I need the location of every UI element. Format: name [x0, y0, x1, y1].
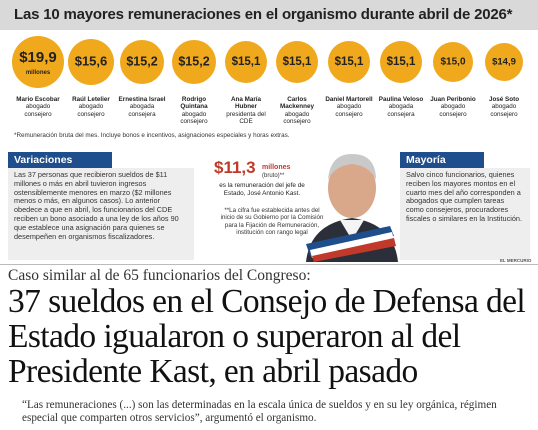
salary-circle: [485, 43, 523, 81]
president-qualifier: (bruto)**: [262, 173, 285, 179]
person-name: Raúl Letelier: [72, 96, 110, 103]
box-title: Variaciones: [8, 152, 112, 168]
president-note: **La cifra fue establecida antes del ini…: [220, 207, 324, 237]
president-amount: $11,3: [214, 158, 256, 177]
person: Mario Escobar abogado consejero: [12, 96, 64, 118]
salary-amount: $15,6: [75, 53, 108, 68]
person-role: abogado consejero: [335, 103, 363, 118]
president-description: es la remuneración del jefe de Estado, J…: [219, 182, 305, 197]
box-title: Mayoría: [400, 152, 484, 168]
person-role: abogado consejero: [490, 103, 518, 118]
salary-circle: [276, 41, 318, 83]
quote: “Las remuneraciones (...) son las determ…: [22, 399, 497, 424]
salary-amount: $14,9: [492, 57, 516, 68]
person-role: abogada consejera: [128, 103, 156, 118]
salary-circles: $19,9 millones $15,6 $15,2 $15,2 $15,1 $15,1 $1…: [12, 36, 523, 88]
person-role: abogado consejero: [439, 103, 467, 118]
person: Carlos Mackenney abogado consejero: [271, 96, 323, 126]
salary-circle: [328, 41, 370, 83]
person-name: Ana María Hubner: [230, 96, 262, 111]
footnote: *Remuneración bruta del mes. Incluye bon…: [14, 132, 290, 139]
title-bar: [0, 0, 538, 30]
title: Las 10 mayores remuneraciones en el orga…: [14, 6, 513, 23]
headline: 37 sueldos en el Consejo de Defensa del …: [8, 283, 526, 390]
salary-circle: [172, 40, 216, 84]
person: Ernestina Israel abogada consejera: [116, 96, 168, 118]
person-role: abogado consejero: [24, 103, 52, 118]
box-text: Las 37 personas que recibieron sueldos d…: [8, 168, 194, 260]
president-unit: millones: [262, 164, 291, 171]
person: José Soto abogado consejero: [478, 96, 530, 118]
person-name: Mario Escobar: [16, 96, 60, 103]
divider: [0, 264, 538, 265]
person-name: Juan Peribonio: [430, 96, 476, 103]
box-text: Salvo cinco funcionarios, quienes recibe…: [400, 168, 530, 260]
salary-circle: [68, 39, 114, 85]
credit: EL MERCURIO: [500, 258, 532, 263]
salary-amount: $15,1: [283, 56, 312, 68]
person-role: abogado consejero: [283, 110, 311, 126]
salary-amount: $15,1: [335, 56, 364, 68]
person: Raúl Letelier abogado consejero: [65, 96, 117, 118]
salary-circle: [225, 41, 267, 83]
salary-amount: $15,1: [232, 56, 261, 68]
portrait: [306, 154, 398, 262]
salary-amount: $15,1: [387, 56, 416, 68]
person-name: Rodrigo Quintana: [180, 96, 208, 111]
salary-circle: [120, 40, 164, 84]
person: Rodrigo Quintana abogado consejero: [168, 96, 220, 126]
person-name: Daniel Martorell: [325, 96, 373, 103]
person-name: Carlos Mackenney: [280, 96, 314, 111]
person-name: José Soto: [488, 96, 520, 103]
salary-circle: [12, 36, 64, 88]
salary-circle: [433, 42, 473, 82]
person-role: abogado consejero: [180, 110, 208, 126]
salary-amount: $15,2: [126, 54, 157, 68]
person: Daniel Martorell abogado consejero: [323, 96, 375, 118]
salary-amount: $15,2: [178, 54, 209, 68]
kicker: Caso similar al de 65 funcionarios del C…: [8, 267, 311, 284]
salary-amount: $19,9: [19, 49, 57, 66]
person-name: Paulina Veloso: [378, 96, 424, 103]
person-role: abogada consejera: [387, 103, 415, 118]
person: Juan Peribonio abogado consejero: [427, 96, 479, 118]
person-name: Ernestina Israel: [118, 96, 166, 103]
salary-amount: $15,0: [440, 57, 465, 68]
person: Ana María Hubner presidenta del CDE: [220, 96, 272, 126]
salary-circle: [380, 41, 422, 83]
person-role: abogado consejero: [77, 103, 105, 118]
person-role: presidenta del CDE: [226, 110, 266, 126]
salary-unit: millones: [26, 70, 51, 76]
person: Paulina Veloso abogada consejera: [375, 96, 427, 118]
